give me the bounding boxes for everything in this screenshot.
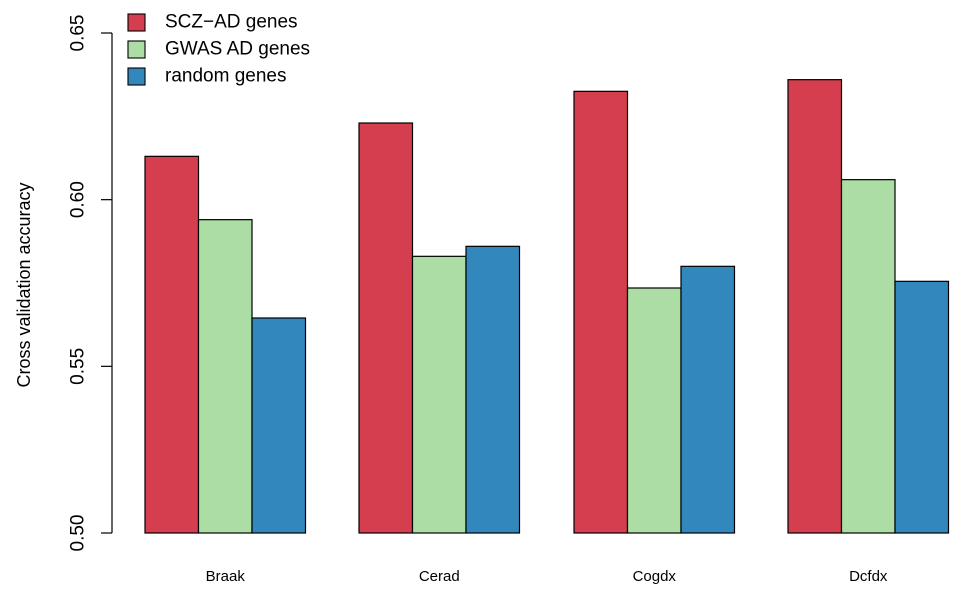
legend-swatch xyxy=(127,13,146,32)
bar-braak-2 xyxy=(197,219,253,534)
bars xyxy=(144,79,950,534)
category-label: Braak xyxy=(206,568,246,585)
y-tick-label: 0.55 xyxy=(68,348,89,385)
y-axis-label: Cross validation accuracy xyxy=(14,182,34,387)
bar-cerad-2 xyxy=(411,255,467,534)
y-tick-label: 0.65 xyxy=(68,15,89,52)
bar-braak-3 xyxy=(251,317,307,534)
y-axis: 0.50 0.55 0.60 0.65 xyxy=(68,15,113,552)
bar-cogdx-3 xyxy=(680,265,736,534)
category-label: Cogdx xyxy=(633,568,677,585)
legend-swatch xyxy=(127,40,146,59)
bar-dcfdx-1 xyxy=(787,79,843,534)
legend-label: GWAS AD genes xyxy=(165,39,310,60)
legend-swatch xyxy=(127,67,146,86)
bar-cerad-3 xyxy=(465,245,521,534)
y-tick-label: 0.60 xyxy=(68,181,89,218)
category-label: Dcfdx xyxy=(849,568,888,585)
y-tick-label: 0.50 xyxy=(68,515,89,552)
bar-cerad-1 xyxy=(358,122,414,534)
category-labels: Braak Cerad Cogdx Dcfdx xyxy=(206,568,888,585)
category-label: Cerad xyxy=(419,568,460,585)
bar-dcfdx-2 xyxy=(840,179,896,534)
legend-label: SCZ−AD genes xyxy=(165,12,298,33)
legend: SCZ−AD genes GWAS AD genes random genes xyxy=(127,12,310,87)
bar-cogdx-1 xyxy=(573,90,629,534)
bar-cogdx-2 xyxy=(626,287,682,534)
bar-dcfdx-3 xyxy=(894,280,950,534)
legend-label: random genes xyxy=(165,66,286,87)
bar-braak-1 xyxy=(144,155,200,534)
